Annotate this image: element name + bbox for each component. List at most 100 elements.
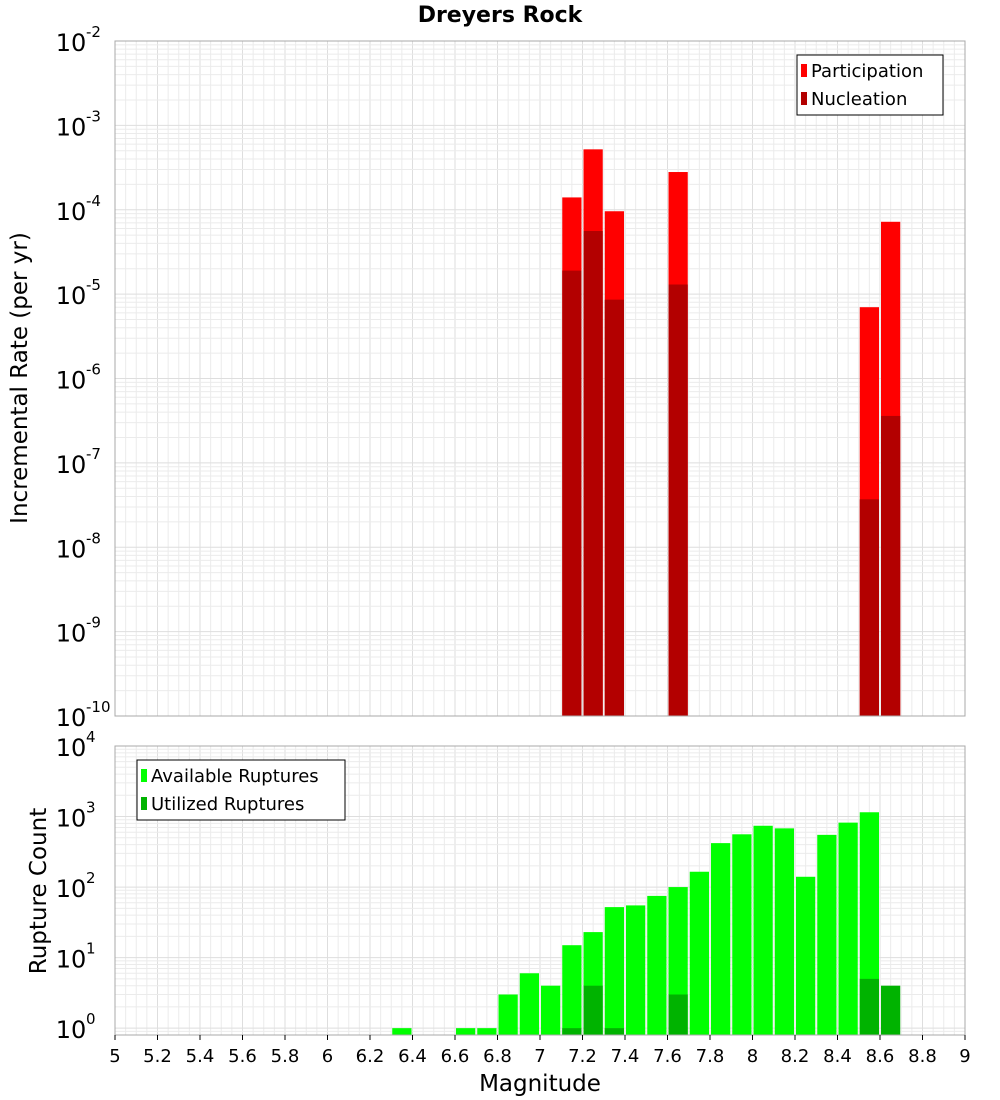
x-tick-label: 5.2: [143, 1046, 172, 1067]
y-tick-exponent: -3: [86, 107, 101, 125]
x-tick-label: 5.6: [228, 1046, 257, 1067]
y-tick-label: 10 0: [56, 1010, 96, 1044]
bar-nucleation: [604, 299, 624, 716]
y-tick-base: 10: [56, 875, 87, 903]
y-tick-label: 10 4: [56, 728, 96, 762]
y-tick-exponent: -6: [86, 361, 101, 379]
x-tick-label: 5.8: [271, 1046, 300, 1067]
y-tick-base: 10: [56, 29, 87, 57]
rate-plot-bars: [562, 149, 901, 717]
y-tick-base: 10: [56, 734, 87, 762]
legend-label: Available Ruptures: [151, 766, 319, 787]
bar-available-ruptures: [604, 907, 624, 1035]
x-tick-label: 7.4: [611, 1046, 640, 1067]
bar-available-ruptures: [562, 945, 582, 1035]
y-tick-label: 10 -10: [56, 698, 111, 732]
bar-available-ruptures: [689, 871, 709, 1035]
x-tick-label: 7.8: [696, 1046, 725, 1067]
count-plot-x-ticks: 5 5.2 5.4 5.6 5.8 6 6.2 6.4 6.6 6.8 7 7.2 7.4 7.6 7.8 8…: [109, 1035, 971, 1067]
bar-available-ruptures: [392, 1028, 412, 1035]
x-tick-label: 6.8: [483, 1046, 512, 1067]
bar-available-ruptures: [498, 994, 518, 1035]
bar-nucleation: [859, 499, 879, 716]
bar-available-ruptures: [774, 828, 794, 1035]
legend-swatch: [801, 92, 807, 105]
x-tick-label: 5.4: [186, 1046, 215, 1067]
y-tick-base: 10: [56, 367, 87, 395]
y-tick-base: 10: [56, 1016, 87, 1044]
y-tick-exponent: 1: [86, 940, 96, 958]
bar-available-ruptures: [519, 973, 539, 1035]
x-tick-label: 7.6: [653, 1046, 682, 1067]
bar-available-ruptures: [626, 905, 646, 1035]
bar-utilized-ruptures: [562, 1028, 582, 1035]
rate-plot-legend: Participation Nucleation: [796, 54, 944, 116]
y-tick-base: 10: [56, 704, 87, 732]
y-tick-base: 10: [56, 451, 87, 479]
bar-available-ruptures: [838, 822, 858, 1035]
bar-available-ruptures: [456, 1028, 476, 1035]
count-plot-bars: [392, 812, 901, 1035]
legend-box: [796, 54, 944, 116]
legend-swatch: [141, 797, 147, 810]
y-tick-exponent: -4: [86, 192, 101, 210]
y-tick-label: 10 -7: [56, 445, 101, 479]
y-tick-exponent: -9: [86, 614, 101, 632]
rate-plot-y-axis-title: Incremental Rate (per yr): [7, 232, 33, 524]
rate-plot-frame: [114, 40, 966, 717]
bar-nucleation: [562, 270, 582, 716]
x-tick-label: 6.6: [441, 1046, 470, 1067]
y-tick-base: 10: [56, 805, 87, 833]
y-tick-label: 10 3: [56, 799, 96, 833]
y-tick-base: 10: [56, 198, 87, 226]
y-tick-label: 10 -5: [56, 276, 101, 310]
bar-utilized-ruptures: [668, 994, 688, 1035]
bar-available-ruptures: [732, 834, 752, 1035]
y-tick-base: 10: [56, 535, 87, 563]
x-tick-label: 8.2: [781, 1046, 810, 1067]
bar-utilized-ruptures: [881, 985, 901, 1035]
count-plot-y-axis-title: Rupture Count: [26, 808, 52, 974]
bar-utilized-ruptures: [859, 978, 879, 1035]
y-tick-label: 10 -3: [56, 107, 101, 141]
bar-available-ruptures: [711, 843, 731, 1035]
y-tick-exponent: 4: [86, 728, 96, 746]
x-tick-label: 8.4: [823, 1046, 852, 1067]
bar-utilized-ruptures: [583, 985, 603, 1035]
y-tick-exponent: -5: [86, 276, 101, 294]
y-tick-exponent: -8: [86, 529, 101, 547]
y-tick-base: 10: [56, 113, 87, 141]
y-tick-exponent: 3: [86, 799, 96, 817]
count-plot-legend: Available Ruptures Utilized Ruptures: [136, 759, 346, 821]
bar-nucleation: [881, 415, 901, 716]
chart-title: Dreyers Rock: [418, 3, 584, 28]
count-plot-grid: [114, 745, 966, 1036]
x-tick-label: 8.8: [908, 1046, 937, 1067]
x-tick-label: 6.4: [398, 1046, 427, 1067]
y-tick-exponent: 2: [86, 869, 96, 887]
bar-available-ruptures: [817, 834, 837, 1035]
legend-label: Nucleation: [811, 89, 907, 110]
x-tick-label: 5: [109, 1046, 120, 1067]
y-tick-base: 10: [56, 620, 87, 648]
y-tick-label: 10 -6: [56, 361, 101, 395]
bar-available-ruptures: [541, 985, 561, 1035]
bar-available-ruptures: [753, 825, 773, 1035]
legend-swatch: [141, 769, 147, 782]
x-tick-label: 7: [534, 1046, 545, 1067]
bar-available-ruptures: [477, 1028, 497, 1035]
y-tick-exponent: -2: [86, 23, 101, 41]
legend-label: Utilized Ruptures: [151, 794, 304, 815]
x-tick-label: 9: [959, 1046, 970, 1067]
bar-available-ruptures: [796, 876, 816, 1035]
x-tick-label: 7.2: [568, 1046, 597, 1067]
legend-swatch: [801, 64, 807, 77]
bar-available-ruptures: [647, 895, 667, 1035]
y-tick-label: 10 2: [56, 869, 96, 903]
x-tick-label: 8.6: [866, 1046, 895, 1067]
y-tick-label: 10 -8: [56, 529, 101, 563]
bar-nucleation: [668, 284, 688, 716]
x-tick-label: 6: [322, 1046, 333, 1067]
